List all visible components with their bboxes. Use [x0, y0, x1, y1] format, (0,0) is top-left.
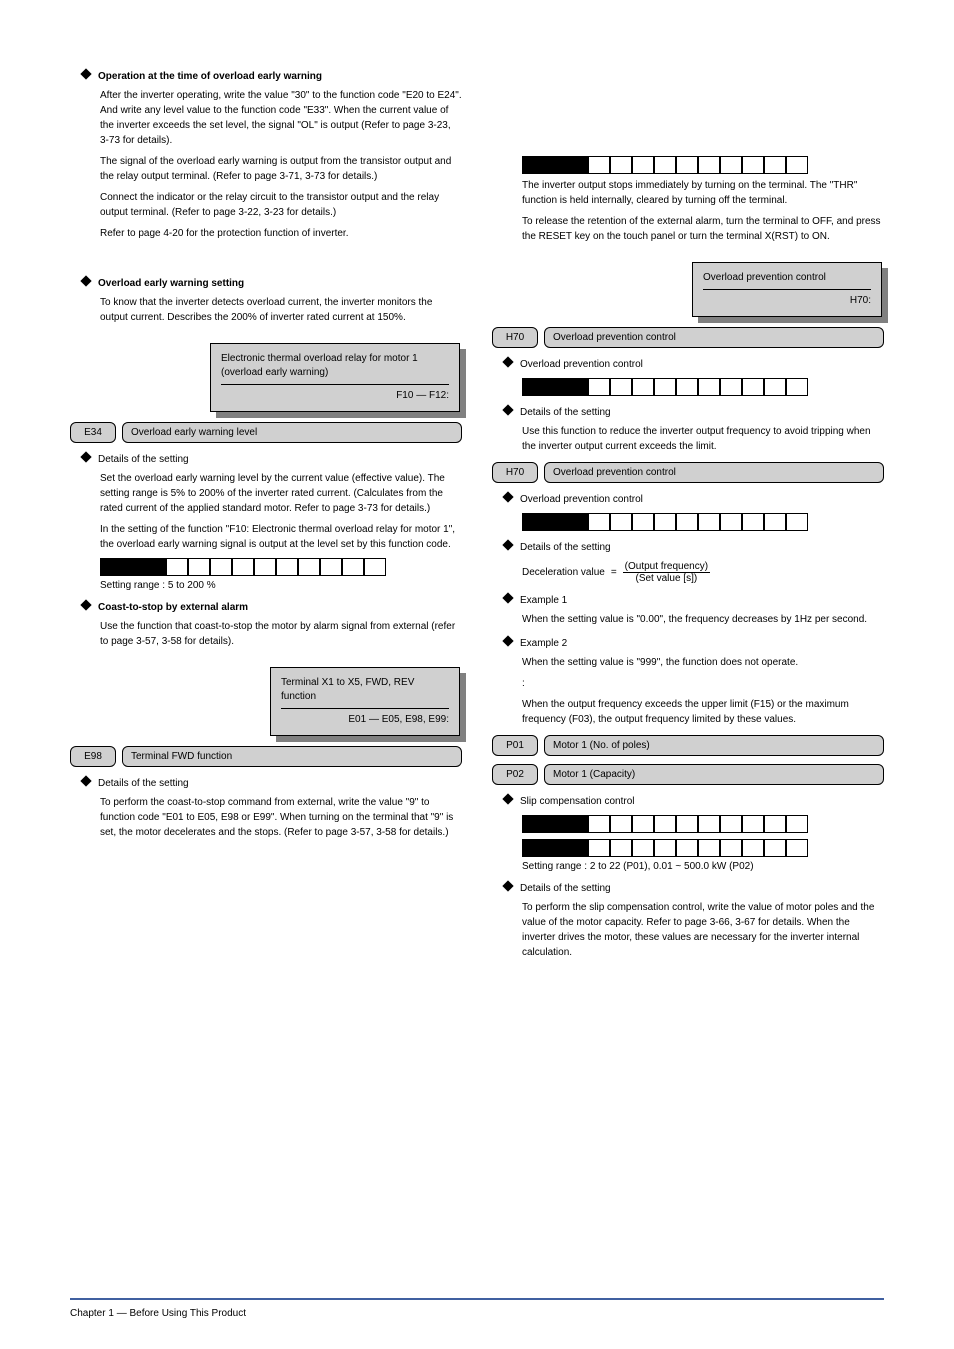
right-p1: The inverter output stops immediately by… [522, 178, 884, 208]
right-box-title: Overload prevention control [703, 271, 871, 285]
right-note-colon: : [522, 678, 525, 689]
right-strip-3 [522, 513, 884, 531]
right-p3: Use this function to reduce the inverter… [522, 424, 884, 454]
left-bullet-5: Details of the setting [98, 778, 189, 789]
left-box-label: F10 — F12: [396, 389, 449, 403]
right-p-slip: Setting range : 2 to 22 (P01), 0.01 ~ 50… [522, 861, 754, 872]
right-ex1-title: Example 1 [520, 595, 567, 606]
right-formula: Deceleration value = (Output frequency) … [522, 561, 884, 584]
right-tab1-code: H70 [492, 327, 538, 348]
right-tab3-code: P01 [492, 735, 538, 756]
left-bullet-2: Overload early warning setting [98, 278, 244, 289]
right-bullet-details: Details of the setting [520, 407, 611, 418]
right-tab2-code: H70 [492, 462, 538, 483]
left-setting-1: Setting range : 5 to 200 % [100, 580, 462, 591]
left-tab1-code: E34 [70, 422, 116, 443]
right-tab1-desc: Overload prevention control [544, 327, 884, 348]
left-p9: To perform the coast-to-stop command fro… [100, 795, 462, 840]
left-tab2-code: E98 [70, 746, 116, 767]
left-p8: Use the function that coast-to-stop the … [100, 619, 462, 649]
left-box-fn: Electronic thermal overload relay for mo… [221, 352, 449, 380]
left-p1: After the inverter operating, write the … [100, 88, 462, 148]
left-strip-1 [100, 558, 462, 576]
left-p6: Set the overload early warning level by … [100, 471, 462, 516]
left-tab1-desc: Overload early warning level [122, 422, 462, 443]
right-ex1: When the setting value is "0.00", the fr… [522, 612, 884, 627]
left-bullet-1: Operation at the time of overload early … [98, 71, 322, 82]
right-tab4-desc: Motor 1 (Capacity) [544, 764, 884, 785]
right-bullet-slip: Slip compensation control [520, 796, 635, 807]
footer-text: Chapter 1 — Before Using This Product [70, 1308, 884, 1319]
left-p4: Refer to page 4-20 for the protection fu… [100, 226, 462, 241]
right-bullet-details2: Details of the setting [520, 542, 611, 553]
right-strip-5 [522, 839, 884, 857]
right-bullet-ctrl: Overload prevention control [520, 359, 643, 370]
right-strip-1 [522, 156, 884, 174]
right-p2: To release the retention of the external… [522, 214, 884, 244]
left-p7: In the setting of the function "F10: Ele… [100, 522, 462, 552]
left-box2-label: E01 — E05, E98, E99: [348, 713, 449, 727]
right-tab4-code: P02 [492, 764, 538, 785]
left-box2-line1: Terminal X1 to X5, FWD, REV function [281, 676, 449, 704]
right-tab2-desc: Overload prevention control [544, 462, 884, 483]
right-ex2: When the setting value is "999", the fun… [522, 655, 884, 670]
left-tab2-desc: Terminal FWD function [122, 746, 462, 767]
left-p3: Connect the indicator or the relay circu… [100, 190, 462, 220]
right-bullet-ctrl2: Overload prevention control [520, 494, 643, 505]
right-ex2-title: Example 2 [520, 638, 567, 649]
right-strip-2 [522, 378, 884, 396]
right-p-slip2: To perform the slip compensation control… [522, 900, 884, 960]
left-p2: The signal of the overload early warning… [100, 154, 462, 184]
left-p5: To know that the inverter detects overlo… [100, 295, 462, 325]
right-box-label: H70: [850, 294, 871, 308]
right-tab3-desc: Motor 1 (No. of poles) [544, 735, 884, 756]
right-bullet-slip-details: Details of the setting [520, 883, 611, 894]
left-bullet-4: Coast-to-stop by external alarm [98, 602, 248, 613]
right-note: When the output frequency exceeds the up… [522, 697, 884, 727]
left-bullet-3: Details of the setting [98, 454, 189, 465]
right-strip-4 [522, 815, 884, 833]
